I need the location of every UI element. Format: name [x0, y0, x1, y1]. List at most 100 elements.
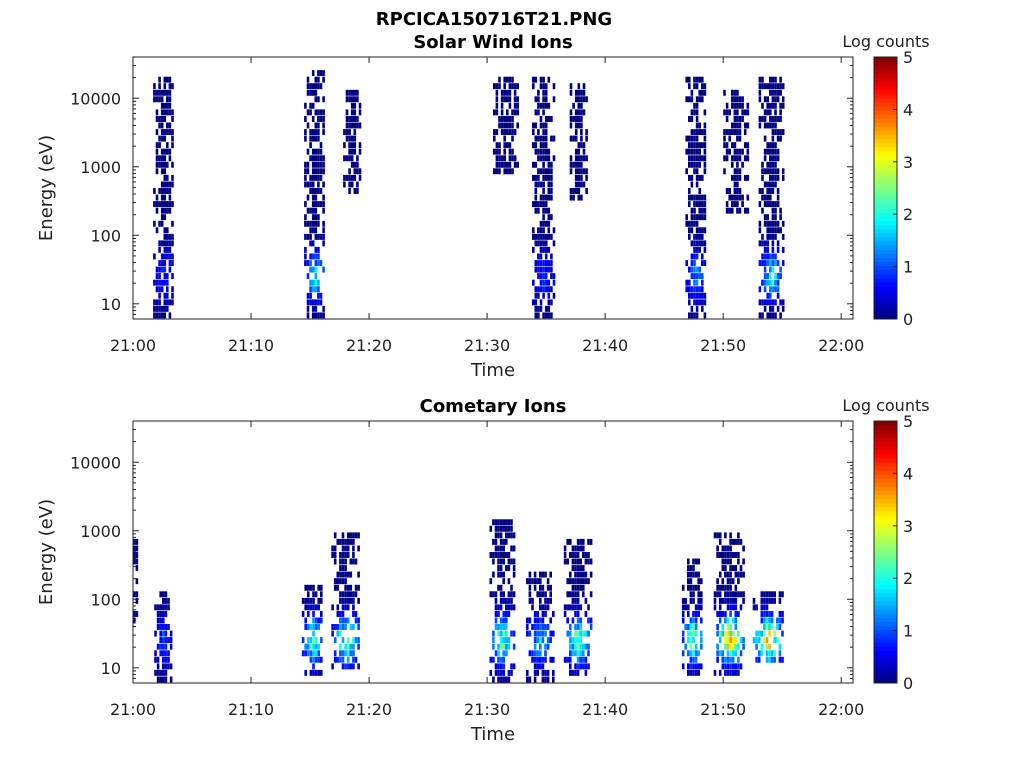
heatmap-cell	[743, 122, 747, 129]
heatmap-cell	[579, 637, 582, 644]
heatmap-cell	[544, 260, 548, 267]
heatmap-cell	[577, 96, 581, 103]
heatmap-cell	[701, 240, 704, 247]
heatmap-cell	[135, 597, 139, 604]
heatmap-cell	[505, 676, 508, 683]
heatmap-cell	[507, 669, 511, 676]
heatmap-cell	[317, 650, 320, 657]
heatmap-cell	[580, 142, 583, 149]
heatmap-cell	[698, 266, 701, 273]
heatmap-cell	[584, 643, 588, 650]
heatmap-cell	[304, 220, 307, 227]
heatmap-cell	[761, 233, 764, 240]
heatmap-cell	[721, 656, 725, 663]
colorbar-step	[874, 564, 897, 569]
heatmap-cell	[688, 266, 691, 273]
heatmap-cell	[135, 538, 139, 545]
heatmap-cell	[763, 260, 767, 267]
heatmap-cell	[726, 637, 730, 644]
heatmap-cell	[579, 545, 582, 552]
heatmap-cell	[171, 273, 174, 280]
heatmap-cell	[694, 571, 698, 578]
heatmap-cell	[574, 122, 578, 129]
heatmap-cell	[349, 538, 353, 545]
heatmap-cell	[693, 273, 696, 280]
heatmap-cell	[755, 637, 758, 644]
heatmap-cell	[694, 558, 698, 565]
heatmap-cell	[685, 168, 688, 175]
heatmap-cell	[317, 116, 320, 122]
heatmap-cell	[166, 109, 169, 116]
heatmap-cell	[331, 545, 334, 552]
heatmap-cell	[579, 630, 582, 637]
heatmap-cell	[547, 194, 551, 201]
heatmap-cell	[539, 591, 542, 598]
heatmap-cell	[725, 148, 729, 155]
heatmap-cell	[725, 109, 729, 116]
heatmap-cell	[539, 135, 543, 142]
heatmap-cell	[539, 220, 543, 227]
heatmap-cell	[695, 109, 699, 116]
heatmap-cell	[755, 630, 758, 637]
colorbar-tick-label: 5	[903, 412, 913, 431]
heatmap-cell	[339, 591, 342, 598]
heatmap-cell	[584, 597, 588, 604]
heatmap-cell	[156, 643, 160, 650]
heatmap-cell	[703, 240, 707, 247]
heatmap-cell	[171, 129, 174, 136]
heatmap-cell	[311, 201, 315, 208]
heatmap-cell	[695, 129, 699, 136]
heatmap-cell	[352, 656, 355, 663]
heatmap-cell	[761, 260, 764, 267]
heatmap-cell	[733, 155, 737, 162]
heatmap-cell	[776, 129, 780, 136]
heatmap-cell	[703, 201, 707, 208]
heatmap-cell	[163, 155, 167, 162]
heatmap-cell	[685, 96, 688, 103]
heatmap-cell	[534, 305, 538, 312]
heatmap-cell	[774, 168, 777, 175]
spectrogram-cells	[133, 519, 784, 683]
heatmap-cell	[695, 122, 699, 129]
heatmap-cell	[160, 135, 164, 142]
heatmap-cell	[743, 174, 747, 181]
heatmap-cell	[542, 174, 545, 181]
colorbar-step	[874, 65, 897, 70]
heatmap-cell	[703, 122, 707, 129]
heatmap-cell	[693, 194, 696, 201]
heatmap-cell	[542, 142, 545, 149]
heatmap-cell	[734, 565, 738, 572]
heatmap-cell	[499, 630, 503, 637]
heatmap-cell	[569, 624, 572, 630]
heatmap-cell	[687, 578, 690, 585]
heatmap-cell	[539, 227, 543, 234]
heatmap-cell	[737, 578, 740, 585]
heatmap-cell	[766, 83, 769, 90]
colorbar-step	[874, 617, 897, 622]
heatmap-cell	[769, 227, 772, 234]
heatmap-cell	[503, 168, 506, 175]
heatmap-cell	[155, 266, 159, 273]
heatmap-cell	[733, 122, 737, 129]
heatmap-cell	[779, 76, 782, 83]
heatmap-cell	[358, 142, 362, 149]
heatmap-cell	[689, 650, 693, 657]
heatmap-cell	[770, 650, 774, 657]
heatmap-cell	[544, 571, 547, 578]
heatmap-cell	[685, 135, 688, 142]
heatmap-cell	[726, 643, 730, 650]
heatmap-cell	[346, 545, 350, 552]
heatmap-cell	[544, 129, 548, 136]
heatmap-cell	[697, 604, 700, 611]
colorbar-label: Log counts	[842, 396, 929, 415]
heatmap-cell	[536, 637, 539, 644]
heatmap-cell	[725, 155, 729, 162]
heatmap-cell	[587, 552, 590, 558]
heatmap-cell	[776, 292, 780, 299]
heatmap-cell	[160, 305, 164, 312]
heatmap-cell	[695, 181, 699, 188]
heatmap-cell	[728, 135, 731, 142]
heatmap-cell	[513, 155, 517, 162]
colorbar-step	[874, 511, 897, 516]
heatmap-cell	[346, 663, 350, 670]
